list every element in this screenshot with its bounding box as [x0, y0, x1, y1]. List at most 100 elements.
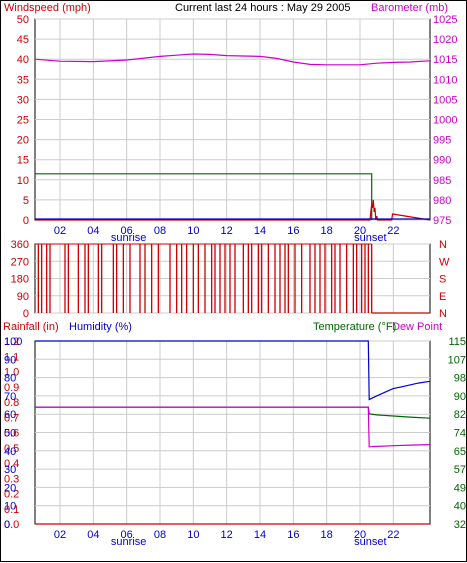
compass-letter: S [439, 274, 446, 286]
barometer-tick-label: 995 [433, 135, 451, 147]
x-tick-label: 02 [54, 529, 66, 541]
compass-letter: N [439, 308, 447, 320]
compass-letter: E [439, 291, 446, 303]
windspeed-tick-label: 5 [23, 195, 29, 207]
windspeed-tick-label: 45 [17, 34, 29, 46]
barometer-tick-label: 1000 [433, 115, 457, 127]
temperature-tick-label: 90 [454, 391, 466, 403]
direction-tick-label: 360 [11, 239, 29, 251]
temperature-tick-label: 65 [454, 446, 466, 458]
x-tick-label: 06 [121, 225, 133, 237]
humidity-tick-label: 50 [4, 428, 16, 440]
rainfall-tick-label: 0.4 [4, 458, 19, 470]
dewpoint-axis-label: Dew Point [392, 321, 442, 333]
x-tick-label: 22 [387, 529, 399, 541]
humidity-tick-label: 0 [4, 519, 10, 531]
temperature-tick-label: 57 [454, 464, 466, 476]
x-tick-label: 12 [221, 529, 233, 541]
x-tick-label: 08 [154, 529, 166, 541]
windspeed-tick-label: 40 [17, 54, 29, 66]
x-tick-label: 14 [254, 225, 266, 237]
temperature-tick-label: 107 [448, 354, 466, 366]
rainfall-tick-label: 0.3 [4, 473, 19, 485]
x-tick-label: 12 [221, 225, 233, 237]
barometer-tick-label: 980 [433, 195, 451, 207]
sunrise-marker: sunrise [111, 232, 146, 244]
series-windspeed [35, 199, 431, 221]
x-tick-label: 18 [321, 529, 333, 541]
humidity-tick-label: 70 [4, 391, 16, 403]
temperature-tick-label: 40 [454, 501, 466, 513]
humidity-tick-label: 60 [4, 409, 16, 421]
windspeed-tick-label: 20 [17, 135, 29, 147]
sunset-marker: sunset [354, 536, 386, 548]
rainfall-tick-label: 0.1 [4, 504, 19, 516]
humidity-axis-label: Humidity (%) [69, 321, 132, 333]
windspeed-tick-label: 50 [17, 14, 29, 26]
windspeed-tick-label: 10 [17, 175, 29, 187]
rainfall-tick-label: 1.0 [4, 367, 19, 379]
barometer-tick-label: 1020 [433, 34, 457, 46]
humidity-tick-label: 30 [4, 464, 16, 476]
rainfall-tick-label: 0.0 [4, 519, 19, 531]
temperature-tick-label: 49 [454, 482, 466, 494]
temperature-tick-label: 98 [454, 373, 466, 385]
x-tick-label: 02 [54, 225, 66, 237]
x-tick-label: 06 [121, 529, 133, 541]
temperature-tick-label: 32 [454, 519, 466, 531]
barometer-tick-label: 975 [433, 215, 451, 227]
compass-letter: N [439, 239, 447, 251]
sunrise-marker: sunrise [111, 536, 146, 548]
sunset-marker: sunset [354, 232, 386, 244]
series-dew-point [35, 406, 431, 448]
barometer-axis-label: Barometer (mb) [371, 2, 448, 14]
temperature-axis-label: Temperature (°F) [313, 321, 396, 333]
rainfall-tick-label: 0.2 [4, 489, 19, 501]
humidity-tick-label: 40 [4, 446, 16, 458]
barometer-tick-label: 1005 [433, 94, 457, 106]
x-tick-label: 08 [154, 225, 166, 237]
windspeed-tick-label: 30 [17, 94, 29, 106]
rainfall-axis-label: Rainfall (in) [3, 321, 59, 333]
rainfall-tick-label: 0.7 [4, 412, 19, 424]
rainfall-tick-label: 0.6 [4, 428, 19, 440]
x-tick-label: 20 [354, 529, 366, 541]
barometer-tick-label: 1015 [433, 54, 457, 66]
direction-tick-label: 180 [11, 274, 29, 286]
rainfall-tick-label: 0.5 [4, 443, 19, 455]
x-tick-label: 10 [187, 225, 199, 237]
direction-tick-label: 0 [23, 308, 29, 320]
humidity-tick-label: 90 [4, 354, 16, 366]
humidity-temperature-panel: 0.0 0.1 0.2 0.3 0.4 0.5 0.6 0.7 0.8 0.9 1.0 1.1 1.2 0… [4, 336, 466, 548]
windspeed-tick-label: 15 [17, 155, 29, 167]
barometer-tick-label: 1025 [433, 14, 457, 26]
x-tick-label: 22 [387, 225, 399, 237]
rainfall-tick-label: 1.2 [4, 336, 19, 348]
x-tick-label: 04 [87, 529, 99, 541]
direction-tick-label: 90 [17, 291, 29, 303]
rainfall-tick-label: 1.1 [4, 351, 19, 363]
humidity-tick-label: 20 [4, 482, 16, 494]
temperature-tick-label: 74 [454, 428, 466, 440]
x-tick-label: 04 [87, 225, 99, 237]
temperature-tick-label: 115 [448, 336, 466, 348]
series-barometer [34, 53, 431, 66]
barometer-tick-label: 985 [433, 175, 451, 187]
x-tick-label: 16 [287, 225, 299, 237]
direction-tick-label: 270 [11, 256, 29, 268]
humidity-tick-label: 80 [4, 373, 16, 385]
humidity-tick-label: 100 [4, 336, 22, 348]
x-tick-label: 18 [321, 225, 333, 237]
humidity-tick-label: 10 [4, 501, 16, 513]
temperature-tick-label: 82 [454, 409, 466, 421]
x-tick-label: 14 [254, 529, 266, 541]
windspeed-tick-label: 35 [17, 74, 29, 86]
wind-barometer-panel: 0510152025303540455097598098599099510001… [17, 14, 458, 244]
windspeed-axis-label: Windspeed (mph) [4, 2, 91, 14]
windspeed-tick-label: 25 [17, 115, 29, 127]
rainfall-tick-label: 0.9 [4, 382, 19, 394]
series-humidity [35, 340, 431, 401]
chart-title: Current last 24 hours : May 29 2005 [175, 2, 350, 14]
